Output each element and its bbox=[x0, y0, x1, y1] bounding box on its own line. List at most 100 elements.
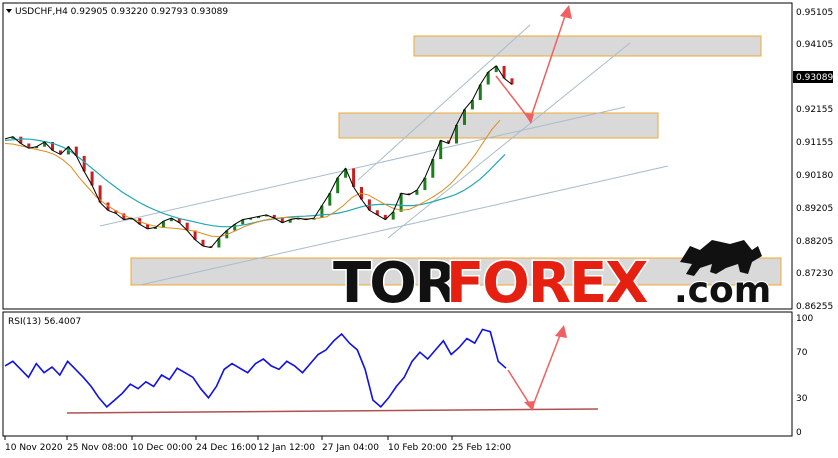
price-candle bbox=[391, 211, 395, 220]
price-candle bbox=[320, 205, 324, 218]
price-candle bbox=[439, 140, 443, 159]
price-candle bbox=[478, 84, 482, 100]
price-candle bbox=[344, 168, 348, 178]
price-candle bbox=[35, 146, 39, 149]
rsi-tick-label: 0 bbox=[796, 428, 802, 438]
price-candle bbox=[470, 100, 474, 110]
price-candle bbox=[375, 210, 379, 215]
price-candle bbox=[217, 238, 221, 248]
price-candle bbox=[383, 214, 387, 220]
price-candle bbox=[423, 177, 427, 191]
price-candle bbox=[431, 159, 435, 178]
time-tick-label: 24 Dec 16:00 bbox=[196, 443, 257, 453]
price-tick-label: 0.90180 bbox=[796, 171, 833, 181]
price-candle bbox=[415, 190, 419, 195]
price-tick-label: 0.91155 bbox=[796, 138, 833, 148]
rsi-line bbox=[4, 328, 507, 409]
price-candle bbox=[11, 136, 15, 139]
price-candle bbox=[233, 224, 237, 231]
price-candle bbox=[19, 136, 23, 144]
rsi-tick-label: 100 bbox=[796, 314, 813, 324]
price-candle bbox=[257, 216, 260, 219]
logo-forex: FOREX bbox=[446, 251, 648, 316]
price-candle bbox=[193, 230, 197, 240]
price-candle bbox=[502, 65, 506, 79]
support-zone-mid bbox=[338, 112, 659, 139]
time-axis: 10 Nov 2020 25 Nov 08:00 10 Dec 00:00 24 De… bbox=[4, 436, 511, 453]
time-tick-label: 10 Feb 20:00 bbox=[388, 443, 447, 453]
price-candle bbox=[98, 185, 102, 203]
price-candle bbox=[90, 171, 94, 186]
symbol-info: USDCHF,H4 0.92905 0.93220 0.92793 0.9308… bbox=[15, 7, 228, 17]
collapse-triangle-icon[interactable] bbox=[6, 9, 12, 13]
price-candle bbox=[447, 140, 451, 144]
price-tick-label: 0.89205 bbox=[796, 204, 833, 214]
rsi-chart-frame bbox=[2, 311, 793, 437]
arrowhead-down-icon bbox=[524, 113, 534, 124]
logo-dotcom: .com bbox=[674, 270, 771, 311]
price-tick-label: 0.92155 bbox=[796, 105, 833, 115]
price-candle bbox=[249, 218, 253, 220]
current-price-tag bbox=[793, 71, 833, 83]
rsi-info: RSI(13) 56.4007 bbox=[8, 317, 81, 327]
price-candle bbox=[280, 218, 284, 223]
price-candle bbox=[161, 221, 165, 228]
arrowhead-up-icon bbox=[560, 5, 572, 19]
ma-fast-line bbox=[4, 119, 501, 238]
price-axis: 0.95105 0.94105 0.92155 0.91155 0.90180 0.892… bbox=[796, 8, 833, 312]
price-candle bbox=[486, 72, 490, 85]
price-candle bbox=[51, 142, 54, 151]
price-candle bbox=[27, 143, 31, 149]
rsi-arrowhead-up-icon bbox=[555, 325, 567, 338]
price-candle bbox=[154, 227, 157, 229]
price-candle bbox=[209, 246, 213, 248]
price-candle bbox=[201, 239, 205, 246]
price-candle bbox=[169, 218, 173, 222]
torforex-logo: TOR FOREX .com bbox=[332, 240, 772, 318]
price-candle bbox=[177, 218, 181, 223]
time-tick-label: 10 Nov 2020 bbox=[5, 443, 63, 453]
trend-channel bbox=[99, 24, 669, 286]
price-tick-label: 0.94105 bbox=[796, 40, 833, 50]
price-candle bbox=[122, 213, 126, 220]
price-candle bbox=[463, 109, 466, 125]
price-candle bbox=[74, 146, 78, 156]
current-price-label: 0.93089 bbox=[796, 73, 833, 83]
time-tick-label: 10 Dec 00:00 bbox=[132, 443, 193, 453]
rsi-arrowhead-down-icon bbox=[524, 401, 535, 411]
price-candle bbox=[82, 155, 86, 172]
price-candle bbox=[510, 78, 514, 85]
bull-logo-icon bbox=[680, 240, 762, 276]
price-tick-label: 0.87230 bbox=[796, 269, 833, 279]
price-candle bbox=[399, 193, 403, 212]
price-candle bbox=[272, 214, 276, 218]
price-tick-label: 0.88205 bbox=[796, 237, 833, 247]
price-candle bbox=[336, 177, 340, 194]
price-tick-label: 0.86255 bbox=[796, 302, 833, 312]
price-candle bbox=[328, 193, 332, 206]
price-candle bbox=[455, 124, 458, 144]
price-candle bbox=[43, 142, 47, 147]
price-candle bbox=[407, 193, 411, 195]
price-line bbox=[4, 65, 513, 249]
price-candle bbox=[146, 224, 150, 229]
price-candle bbox=[288, 219, 292, 223]
price-candle bbox=[264, 214, 268, 217]
logo-tor: TOR bbox=[333, 251, 457, 316]
time-tick-label: 12 Jan 12:00 bbox=[258, 443, 315, 453]
time-tick-label: 25 Nov 08:00 bbox=[67, 443, 128, 453]
price-candle bbox=[352, 168, 356, 187]
time-tick-label: 27 Jan 04:00 bbox=[322, 443, 379, 453]
price-candle bbox=[494, 65, 498, 73]
price-candle bbox=[59, 150, 62, 155]
rsi-tick-label: 70 bbox=[796, 348, 808, 358]
time-tick-label: 25 Feb 12:00 bbox=[452, 443, 511, 453]
price-candle bbox=[185, 222, 189, 231]
resistance-zone bbox=[413, 35, 762, 57]
rsi-support-line bbox=[66, 408, 599, 414]
price-tick-label: 0.95105 bbox=[796, 8, 833, 18]
price-candle bbox=[114, 210, 118, 214]
price-candle bbox=[241, 219, 245, 225]
rsi-axis: 100 70 30 0 bbox=[796, 314, 813, 438]
